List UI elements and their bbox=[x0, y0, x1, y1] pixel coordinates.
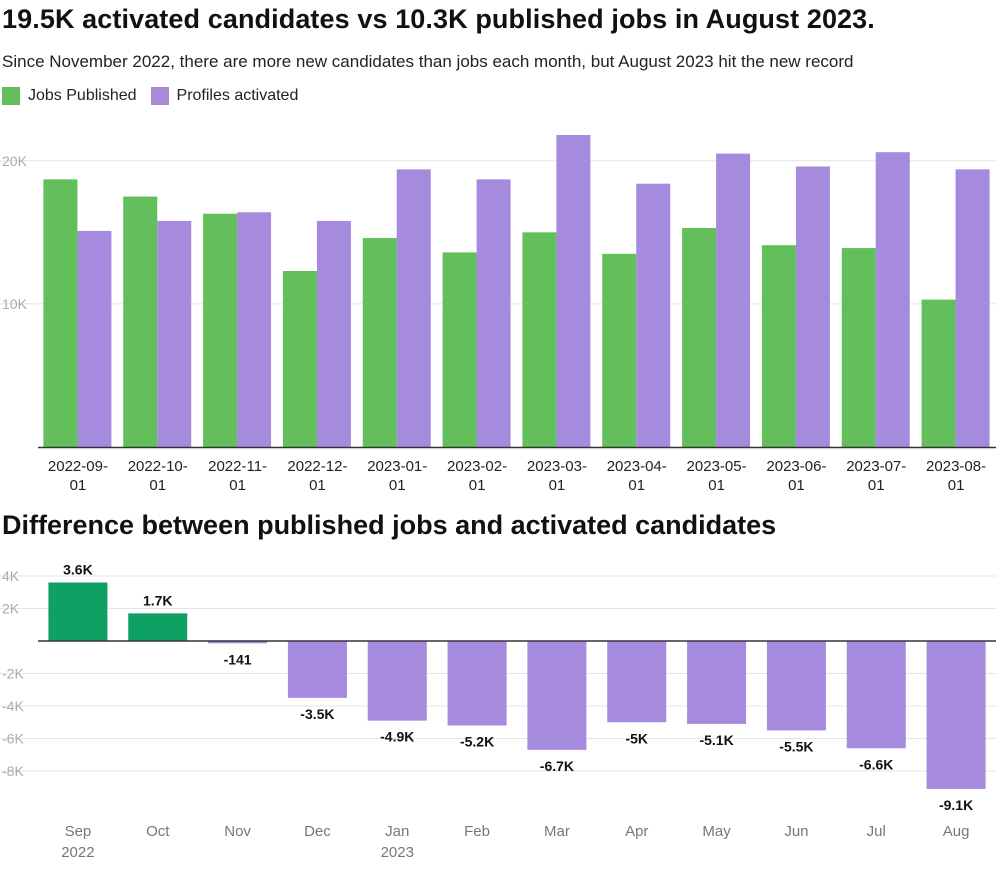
bar-profiles-activated bbox=[396, 169, 431, 447]
x-tick-label: 2023-06-01 bbox=[766, 458, 826, 494]
x-tick-label: Oct bbox=[146, 823, 170, 840]
value-label: -9.1K bbox=[939, 797, 973, 813]
x-tick-label: Apr bbox=[625, 823, 648, 840]
bar-profiles-activated bbox=[237, 212, 272, 447]
bar-profiles-activated bbox=[316, 220, 351, 447]
x-tick-label: May bbox=[702, 823, 731, 840]
x-tick-label: 2022-09-01 bbox=[48, 458, 108, 494]
difference-bar bbox=[128, 613, 188, 641]
value-label: -5.2K bbox=[460, 734, 494, 750]
bar-jobs-published bbox=[203, 213, 238, 447]
bar-jobs-published bbox=[522, 232, 557, 447]
x-tick-label: 2023-01-01 bbox=[367, 458, 427, 494]
legend-label-jobs: Jobs Published bbox=[28, 87, 137, 104]
difference-bar bbox=[367, 641, 427, 721]
bar-jobs-published bbox=[841, 248, 876, 447]
x-tick-label: 2023-03-01 bbox=[527, 458, 587, 494]
value-label: -4.9K bbox=[380, 729, 414, 745]
y-tick-label: -8K bbox=[2, 763, 24, 779]
value-label: -3.5K bbox=[300, 706, 334, 722]
value-label: -141 bbox=[224, 651, 252, 667]
x-tick-label: Jun bbox=[784, 823, 808, 840]
x-tick-label: 2022-12-01 bbox=[287, 458, 347, 494]
legend-swatch-jobs bbox=[2, 87, 20, 105]
difference-bar bbox=[447, 641, 507, 726]
x-tick-label: Aug bbox=[943, 823, 970, 840]
grouped-bar-chart: 10K 20K 2022-09-01 2022-10-01 2022-11-01 2022… bbox=[0, 135, 996, 494]
value-label: -5K bbox=[625, 730, 648, 746]
x-tick-label: Nov bbox=[224, 823, 251, 840]
legend-item-jobs-published: Jobs Published bbox=[2, 87, 137, 105]
bar-profiles-activated bbox=[77, 230, 112, 447]
x-tick-label: 2023-08-01 bbox=[926, 458, 986, 494]
bar-profiles-activated bbox=[556, 135, 591, 448]
difference-bar bbox=[846, 641, 906, 749]
y-tick-label: -6K bbox=[2, 731, 24, 747]
x-tick-label: Jul bbox=[867, 823, 886, 840]
bar-jobs-published bbox=[602, 253, 637, 447]
value-label: -6.6K bbox=[859, 756, 893, 772]
x-tick-label: Jan bbox=[385, 823, 409, 840]
difference-bar bbox=[687, 641, 747, 724]
x-tick-label: 2023-02-01 bbox=[447, 458, 507, 494]
chart-title: 19.5K activated candidates vs 10.3K publ… bbox=[2, 4, 875, 34]
bar-profiles-activated bbox=[636, 183, 671, 448]
bar-jobs-published bbox=[282, 270, 317, 447]
bar-jobs-published bbox=[442, 252, 477, 447]
difference-bar-chart: 4K 2K -2K -4K -6K -8K 3.6K Sep 2022 1.7K Oct -141 No… bbox=[0, 562, 996, 861]
difference-chart-title: Difference between published jobs and ac… bbox=[2, 510, 777, 540]
x-tick-label: 2023-04-01 bbox=[607, 458, 667, 494]
bar-jobs-published bbox=[362, 238, 397, 447]
y-tick-label: 20K bbox=[2, 153, 28, 169]
bar-jobs-published bbox=[921, 299, 956, 447]
y-tick-label: 10K bbox=[2, 296, 28, 312]
x-tick-label: Feb bbox=[464, 823, 490, 840]
bar-jobs-published bbox=[123, 196, 158, 447]
bar-profiles-activated bbox=[476, 179, 511, 447]
bar-jobs-published bbox=[682, 228, 717, 447]
y-tick-label: -2K bbox=[2, 666, 24, 682]
legend-label-profiles: Profiles activated bbox=[176, 87, 299, 104]
bar-jobs-published bbox=[761, 245, 796, 447]
x-tick-label: 2022-10-01 bbox=[128, 458, 188, 494]
value-label: -6.7K bbox=[540, 758, 574, 774]
value-label: 3.6K bbox=[63, 562, 93, 578]
bar-profiles-activated bbox=[875, 152, 910, 448]
legend-swatch-profiles bbox=[150, 87, 169, 105]
value-label: -5.1K bbox=[699, 732, 733, 748]
y-tick-label: 2K bbox=[2, 601, 20, 617]
x-tick-sublabel: 2022 bbox=[61, 844, 94, 861]
legend-item-profiles-activated: Profiles activated bbox=[150, 87, 299, 105]
difference-bar bbox=[607, 641, 667, 723]
value-label: 1.7K bbox=[143, 592, 173, 608]
difference-bar bbox=[208, 641, 268, 644]
y-tick-label: 4K bbox=[2, 568, 20, 584]
x-tick-label: Sep bbox=[65, 823, 92, 840]
legend: Jobs Published Profiles activated bbox=[2, 87, 312, 105]
chart-subtitle: Since November 2022, there are more new … bbox=[2, 52, 854, 71]
difference-bar bbox=[527, 641, 587, 750]
difference-bar bbox=[48, 582, 108, 641]
bar-profiles-activated bbox=[157, 220, 192, 447]
bar-profiles-activated bbox=[795, 166, 830, 447]
y-tick-label: -4K bbox=[2, 698, 24, 714]
x-tick-label: 2022-11-01 bbox=[208, 458, 267, 494]
difference-bar bbox=[926, 641, 986, 789]
bar-profiles-activated bbox=[955, 169, 990, 447]
value-label: -5.5K bbox=[779, 738, 813, 754]
x-tick-sublabel: 2023 bbox=[381, 844, 414, 861]
bar-profiles-activated bbox=[716, 153, 751, 447]
x-tick-label: Mar bbox=[544, 823, 570, 840]
x-tick-label: 2023-07-01 bbox=[846, 458, 906, 494]
difference-bar bbox=[766, 641, 826, 731]
x-tick-label: 2023-05-01 bbox=[687, 458, 747, 494]
difference-bar bbox=[287, 641, 347, 698]
x-tick-label: Dec bbox=[304, 823, 331, 840]
bar-jobs-published bbox=[43, 179, 78, 447]
